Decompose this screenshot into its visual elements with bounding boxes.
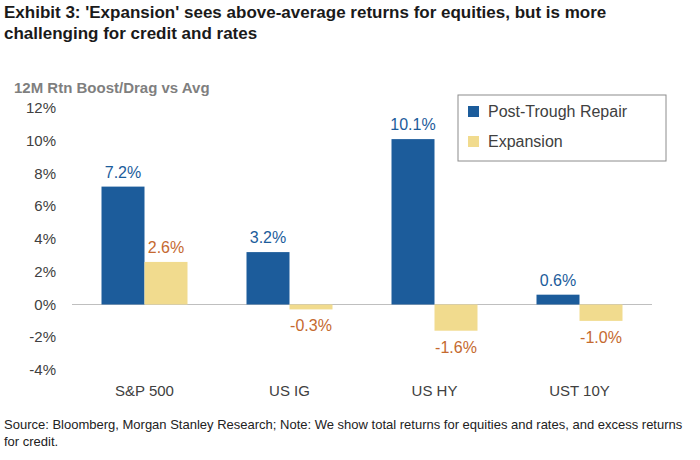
chart-title: Exhibit 3: 'Expansion' sees above-averag… <box>4 2 694 44</box>
x-tick-label: UST 10Y <box>549 382 610 399</box>
x-tick-label: US HY <box>412 382 458 399</box>
bar <box>145 262 188 305</box>
bar <box>435 305 478 331</box>
data-label: -1.0% <box>580 329 622 346</box>
legend-box <box>458 95 666 161</box>
bar <box>537 295 580 305</box>
data-label: 10.1% <box>390 116 435 133</box>
y-tick-label: 4% <box>34 230 56 247</box>
data-label: 2.6% <box>148 239 184 256</box>
y-tick-label: 8% <box>34 165 56 182</box>
data-label: 7.2% <box>105 164 141 181</box>
y-tick-label: -2% <box>29 328 56 345</box>
data-label: -0.3% <box>290 317 332 334</box>
bars <box>102 139 623 331</box>
y-tick-label: 0% <box>34 296 56 313</box>
legend-label: Expansion <box>488 133 563 150</box>
y-tick-label: -4% <box>29 361 56 378</box>
bar <box>247 252 290 304</box>
y-tick-label: 10% <box>26 132 56 149</box>
y-axis-title: 12M Rtn Boost/Drag vs Avg <box>14 79 210 96</box>
y-tick-label: 6% <box>34 197 56 214</box>
bar <box>290 305 333 310</box>
y-tick-label: 12% <box>26 99 56 116</box>
legend-swatch <box>468 106 479 117</box>
legend-label: Post-Trough Repair <box>488 103 628 120</box>
data-label: -1.6% <box>435 339 477 356</box>
chart: 12M Rtn Boost/Drag vs Avg -4% -2% 0% 2% 4% 6% 8… <box>0 0 700 460</box>
source-note: Source: Bloomberg, Morgan Stanley Resear… <box>4 416 684 450</box>
data-label: 0.6% <box>540 272 576 289</box>
bar <box>580 305 623 321</box>
bar <box>102 187 145 305</box>
x-tick-label: S&P 500 <box>115 382 174 399</box>
legend: Post-Trough Repair Expansion <box>458 95 666 161</box>
bar <box>392 139 435 304</box>
data-label: 3.2% <box>250 229 286 246</box>
legend-swatch <box>468 136 479 147</box>
x-tick-label: US IG <box>269 382 310 399</box>
y-tick-label: 2% <box>34 263 56 280</box>
